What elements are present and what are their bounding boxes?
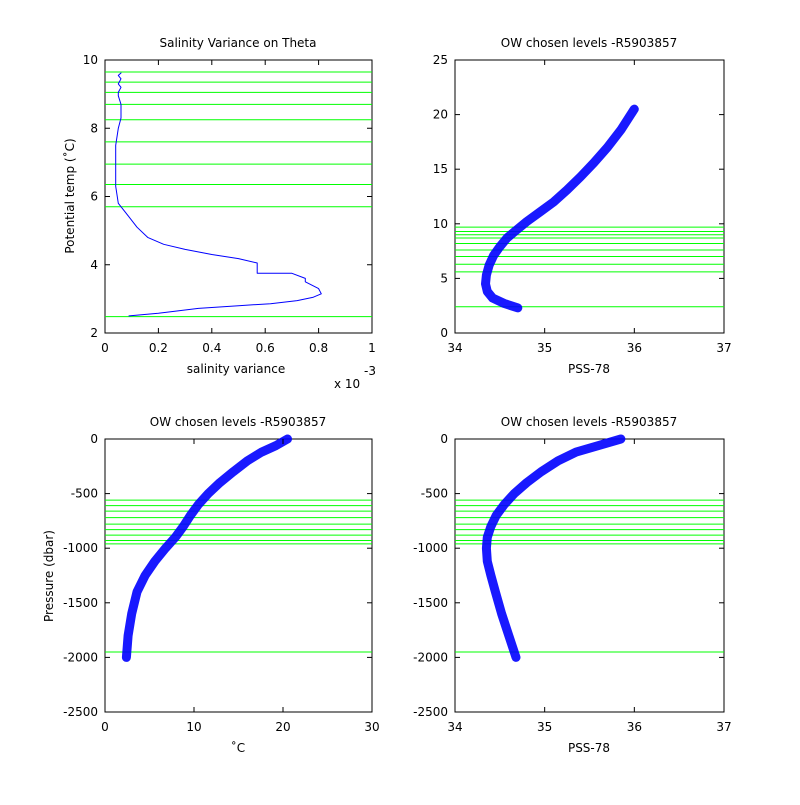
- x-tick-label: 0: [101, 341, 109, 355]
- y-tick-label: 2: [90, 326, 98, 340]
- data-series: [121, 434, 292, 662]
- panel-pressure-temperature: OW chosen levels -R5903857 0 10 20 30 -2500…: [42, 415, 380, 755]
- y-tick-label: -1500: [413, 596, 448, 610]
- y-tick-label: -2000: [413, 650, 448, 664]
- x-tick-label: 0.4: [202, 341, 221, 355]
- y-axis-ticks: 0 5 10 15 20 25: [433, 53, 724, 340]
- x-axis-label: PSS-78: [568, 741, 610, 755]
- x-tick-label: 0: [101, 720, 109, 734]
- y-tick-label: 4: [90, 258, 98, 272]
- series-line: [481, 104, 639, 313]
- y-tick-label: 0: [440, 432, 448, 446]
- level-lines: [455, 226, 724, 308]
- panel-title: OW chosen levels -R5903857: [501, 415, 677, 429]
- axes-frame: [104, 438, 373, 713]
- x-tick-label: 10: [186, 720, 201, 734]
- x-axis-ticks: 0 0.2 0.4 0.6 0.8 1: [101, 60, 376, 355]
- y-tick-label: 6: [90, 190, 98, 204]
- x-tick-label: 30: [364, 720, 379, 734]
- x-tick-label: 37: [716, 341, 731, 355]
- panel-title: OW chosen levels -R5903857: [150, 415, 326, 429]
- y-axis-label: Pressure (dbar): [42, 530, 56, 622]
- data-series: [481, 434, 626, 662]
- x-tick-label: 1: [368, 341, 376, 355]
- x-axis-label: ˚C: [231, 740, 245, 755]
- panel-salinity-variance: Salinity Variance on Theta 0 0.2 0.4 0.6 0.8…: [62, 36, 376, 391]
- plot-area: [455, 104, 724, 313]
- y-tick-label: 8: [90, 121, 98, 135]
- data-series: [481, 104, 639, 313]
- y-tick-label: 10: [83, 53, 98, 67]
- x-axis-multiplier: x 10: [334, 377, 360, 391]
- axes-frame: [454, 59, 725, 334]
- y-tick-label: -1000: [413, 541, 448, 555]
- x-tick-label: 36: [627, 720, 642, 734]
- x-axis-label: PSS-78: [568, 362, 610, 376]
- x-axis-multiplier-exponent: -3: [364, 364, 376, 378]
- data-series: [115, 72, 322, 317]
- panel-title: Salinity Variance on Theta: [160, 36, 317, 50]
- y-tick-label: 0: [440, 326, 448, 340]
- plot-area: [105, 71, 372, 318]
- y-tick-label: 0: [90, 432, 98, 446]
- x-axis-ticks: 0 10 20 30: [101, 439, 380, 734]
- x-tick-label: 36: [627, 341, 642, 355]
- x-tick-label: 0.8: [309, 341, 328, 355]
- x-tick-label: 35: [537, 341, 552, 355]
- y-tick-label: -2500: [413, 705, 448, 719]
- y-tick-label: -500: [421, 487, 448, 501]
- series-line: [121, 434, 292, 662]
- y-axis-ticks: -2500 -2000 -1500 -1000 -500 0: [63, 432, 372, 719]
- x-tick-label: 34: [447, 720, 462, 734]
- panel-title: OW chosen levels -R5903857: [501, 36, 677, 50]
- plot-area: [455, 434, 724, 662]
- x-axis-label: salinity variance: [187, 362, 286, 376]
- y-tick-label: 10: [433, 217, 448, 231]
- x-tick-label: 20: [275, 720, 290, 734]
- y-tick-label: -1500: [63, 596, 98, 610]
- y-tick-label: 25: [433, 53, 448, 67]
- series-line: [115, 72, 322, 317]
- x-tick-label: 34: [447, 341, 462, 355]
- x-tick-label: 0.6: [256, 341, 275, 355]
- x-tick-label: 37: [716, 720, 731, 734]
- axes-frame: [454, 438, 725, 713]
- y-axis-label: Potential temp (˚C): [62, 138, 77, 253]
- y-tick-label: -2500: [63, 705, 98, 719]
- y-tick-label: -2000: [63, 650, 98, 664]
- level-lines: [105, 499, 372, 653]
- x-axis-ticks: 34 35 36 37: [447, 439, 732, 734]
- plot-area: [105, 434, 372, 662]
- series-line: [481, 434, 626, 662]
- y-tick-label: -1000: [63, 541, 98, 555]
- level-lines: [105, 71, 372, 318]
- x-tick-label: 0.2: [149, 341, 168, 355]
- y-axis-ticks: -2500 -2000 -1500 -1000 -500 0: [413, 432, 724, 719]
- y-tick-label: 20: [433, 108, 448, 122]
- panel-pressure-salinity: OW chosen levels -R5903857 34 35 36 37 -250…: [413, 415, 732, 755]
- y-axis-ticks: 2 4 6 8 10: [83, 53, 372, 340]
- y-tick-label: 5: [440, 271, 448, 285]
- y-tick-label: 15: [433, 162, 448, 176]
- panel-theta-salinity: OW chosen levels -R5903857 34 35 36 37 0 5 10…: [433, 36, 732, 376]
- y-tick-label: -500: [71, 487, 98, 501]
- x-axis-ticks: 34 35 36 37: [447, 60, 732, 355]
- x-tick-label: 35: [537, 720, 552, 734]
